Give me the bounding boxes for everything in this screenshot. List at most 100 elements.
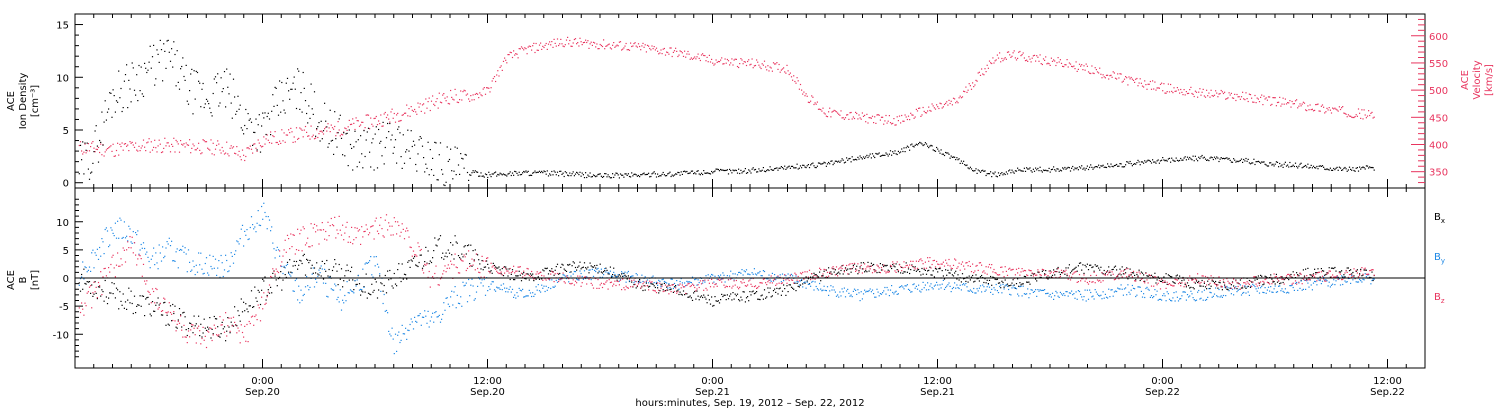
bfield-x-point (932, 270, 934, 272)
velocity-point (1233, 97, 1235, 99)
bfield-z-point (345, 226, 347, 228)
bfield-y-point (1084, 289, 1086, 291)
bfield-x-point (315, 272, 317, 274)
bfield-x-point (613, 267, 615, 269)
velocity-point (1152, 80, 1154, 82)
bfield-y-point (1343, 276, 1345, 278)
bfield-y-point (162, 246, 164, 248)
density-point (144, 62, 146, 64)
density-point (1114, 164, 1117, 166)
density-point (1141, 161, 1144, 163)
bfield-y-point (223, 269, 226, 271)
bfield-y-point (1104, 293, 1106, 295)
bfield-y-point (1243, 291, 1245, 294)
bfield-y-point (829, 290, 831, 292)
bfield-y-point (552, 286, 554, 288)
bfield-z-point (511, 271, 514, 273)
density-point (538, 170, 541, 172)
bfield-y-point (1211, 296, 1213, 298)
density-point (992, 172, 994, 174)
bfield-y-point (281, 265, 283, 268)
bfield-x-point (361, 290, 363, 292)
bfield-z-point (418, 246, 420, 248)
velocity-point (865, 121, 867, 123)
density-point (571, 173, 573, 175)
density-point (254, 131, 256, 134)
velocity-point (1009, 54, 1011, 56)
bfield-y-point (324, 268, 326, 270)
density-point (1334, 169, 1336, 171)
bfield-x-point (1320, 268, 1322, 270)
density-point (982, 169, 984, 171)
bfield-y-point (397, 334, 399, 336)
density-point (777, 169, 779, 171)
bfield-y-point (551, 279, 553, 281)
density-point (698, 173, 700, 175)
bfield-y-point (213, 267, 215, 269)
bfield-y-point (1146, 286, 1148, 288)
density-point (510, 174, 512, 177)
velocity-point (1094, 67, 1096, 69)
velocity-point (1338, 106, 1340, 108)
density-point (842, 159, 844, 161)
bfield-y-point (849, 295, 851, 297)
velocity-point (553, 38, 555, 40)
density-point (277, 114, 280, 116)
bfield-z-point (411, 255, 413, 257)
velocity-point (187, 144, 190, 146)
velocity-point (857, 118, 859, 120)
bfield-y-point (499, 288, 501, 290)
bfield-x-point (1193, 288, 1195, 290)
bfield-x-point (574, 266, 577, 269)
bfield-z-point (304, 244, 307, 246)
velocity-point (1210, 89, 1212, 91)
velocity-point (913, 117, 915, 119)
bfield-x-point (541, 278, 543, 280)
density-point (308, 105, 310, 107)
bfield-y-point (122, 236, 124, 239)
velocity-point (1056, 62, 1058, 64)
bfield-z-point (141, 275, 143, 277)
bfield-x-point (846, 269, 848, 271)
bfield-y-point (780, 281, 782, 283)
bfield-x-point (502, 275, 505, 277)
density-point (688, 172, 690, 174)
bfield-x-point (662, 289, 664, 291)
bfield-y-point (1069, 292, 1072, 294)
velocity-point (429, 109, 431, 112)
bfield-y-point (1335, 280, 1337, 282)
velocity-point (406, 104, 408, 106)
bfield-x-point (429, 260, 431, 262)
velocity-point (1239, 98, 1241, 100)
bfield-x-point (333, 266, 335, 268)
velocity-point (518, 48, 520, 50)
density-point (283, 109, 285, 111)
bfield-x-point (1009, 285, 1011, 287)
density-point (985, 174, 987, 177)
velocity-point (286, 134, 289, 136)
bfield-x-point (763, 289, 766, 291)
density-point (111, 116, 113, 118)
bfield-y-point (315, 278, 317, 280)
bfield-z-point (369, 232, 371, 234)
bfield-y-point (954, 282, 956, 284)
bfield-x-point (303, 253, 305, 255)
density-point (603, 175, 605, 178)
bfield-y-point (819, 282, 821, 285)
bfield-y-point (838, 296, 840, 298)
velocity-point (853, 117, 856, 120)
velocity-point (789, 72, 791, 74)
bfield-x-point (1068, 264, 1070, 266)
bfield-y-point (983, 286, 985, 288)
bfield-y-point (301, 299, 303, 301)
velocity-point (540, 42, 542, 44)
bfield-x-point (400, 280, 402, 283)
bfield-x-point (338, 263, 340, 266)
density-point (660, 175, 662, 177)
density-point (187, 103, 190, 105)
bfield-y-point (763, 270, 766, 273)
bfield-x-point (861, 268, 863, 270)
bfield-x-point (726, 294, 728, 296)
bfield-x-point (91, 284, 93, 286)
bfield-z-point (318, 243, 320, 245)
